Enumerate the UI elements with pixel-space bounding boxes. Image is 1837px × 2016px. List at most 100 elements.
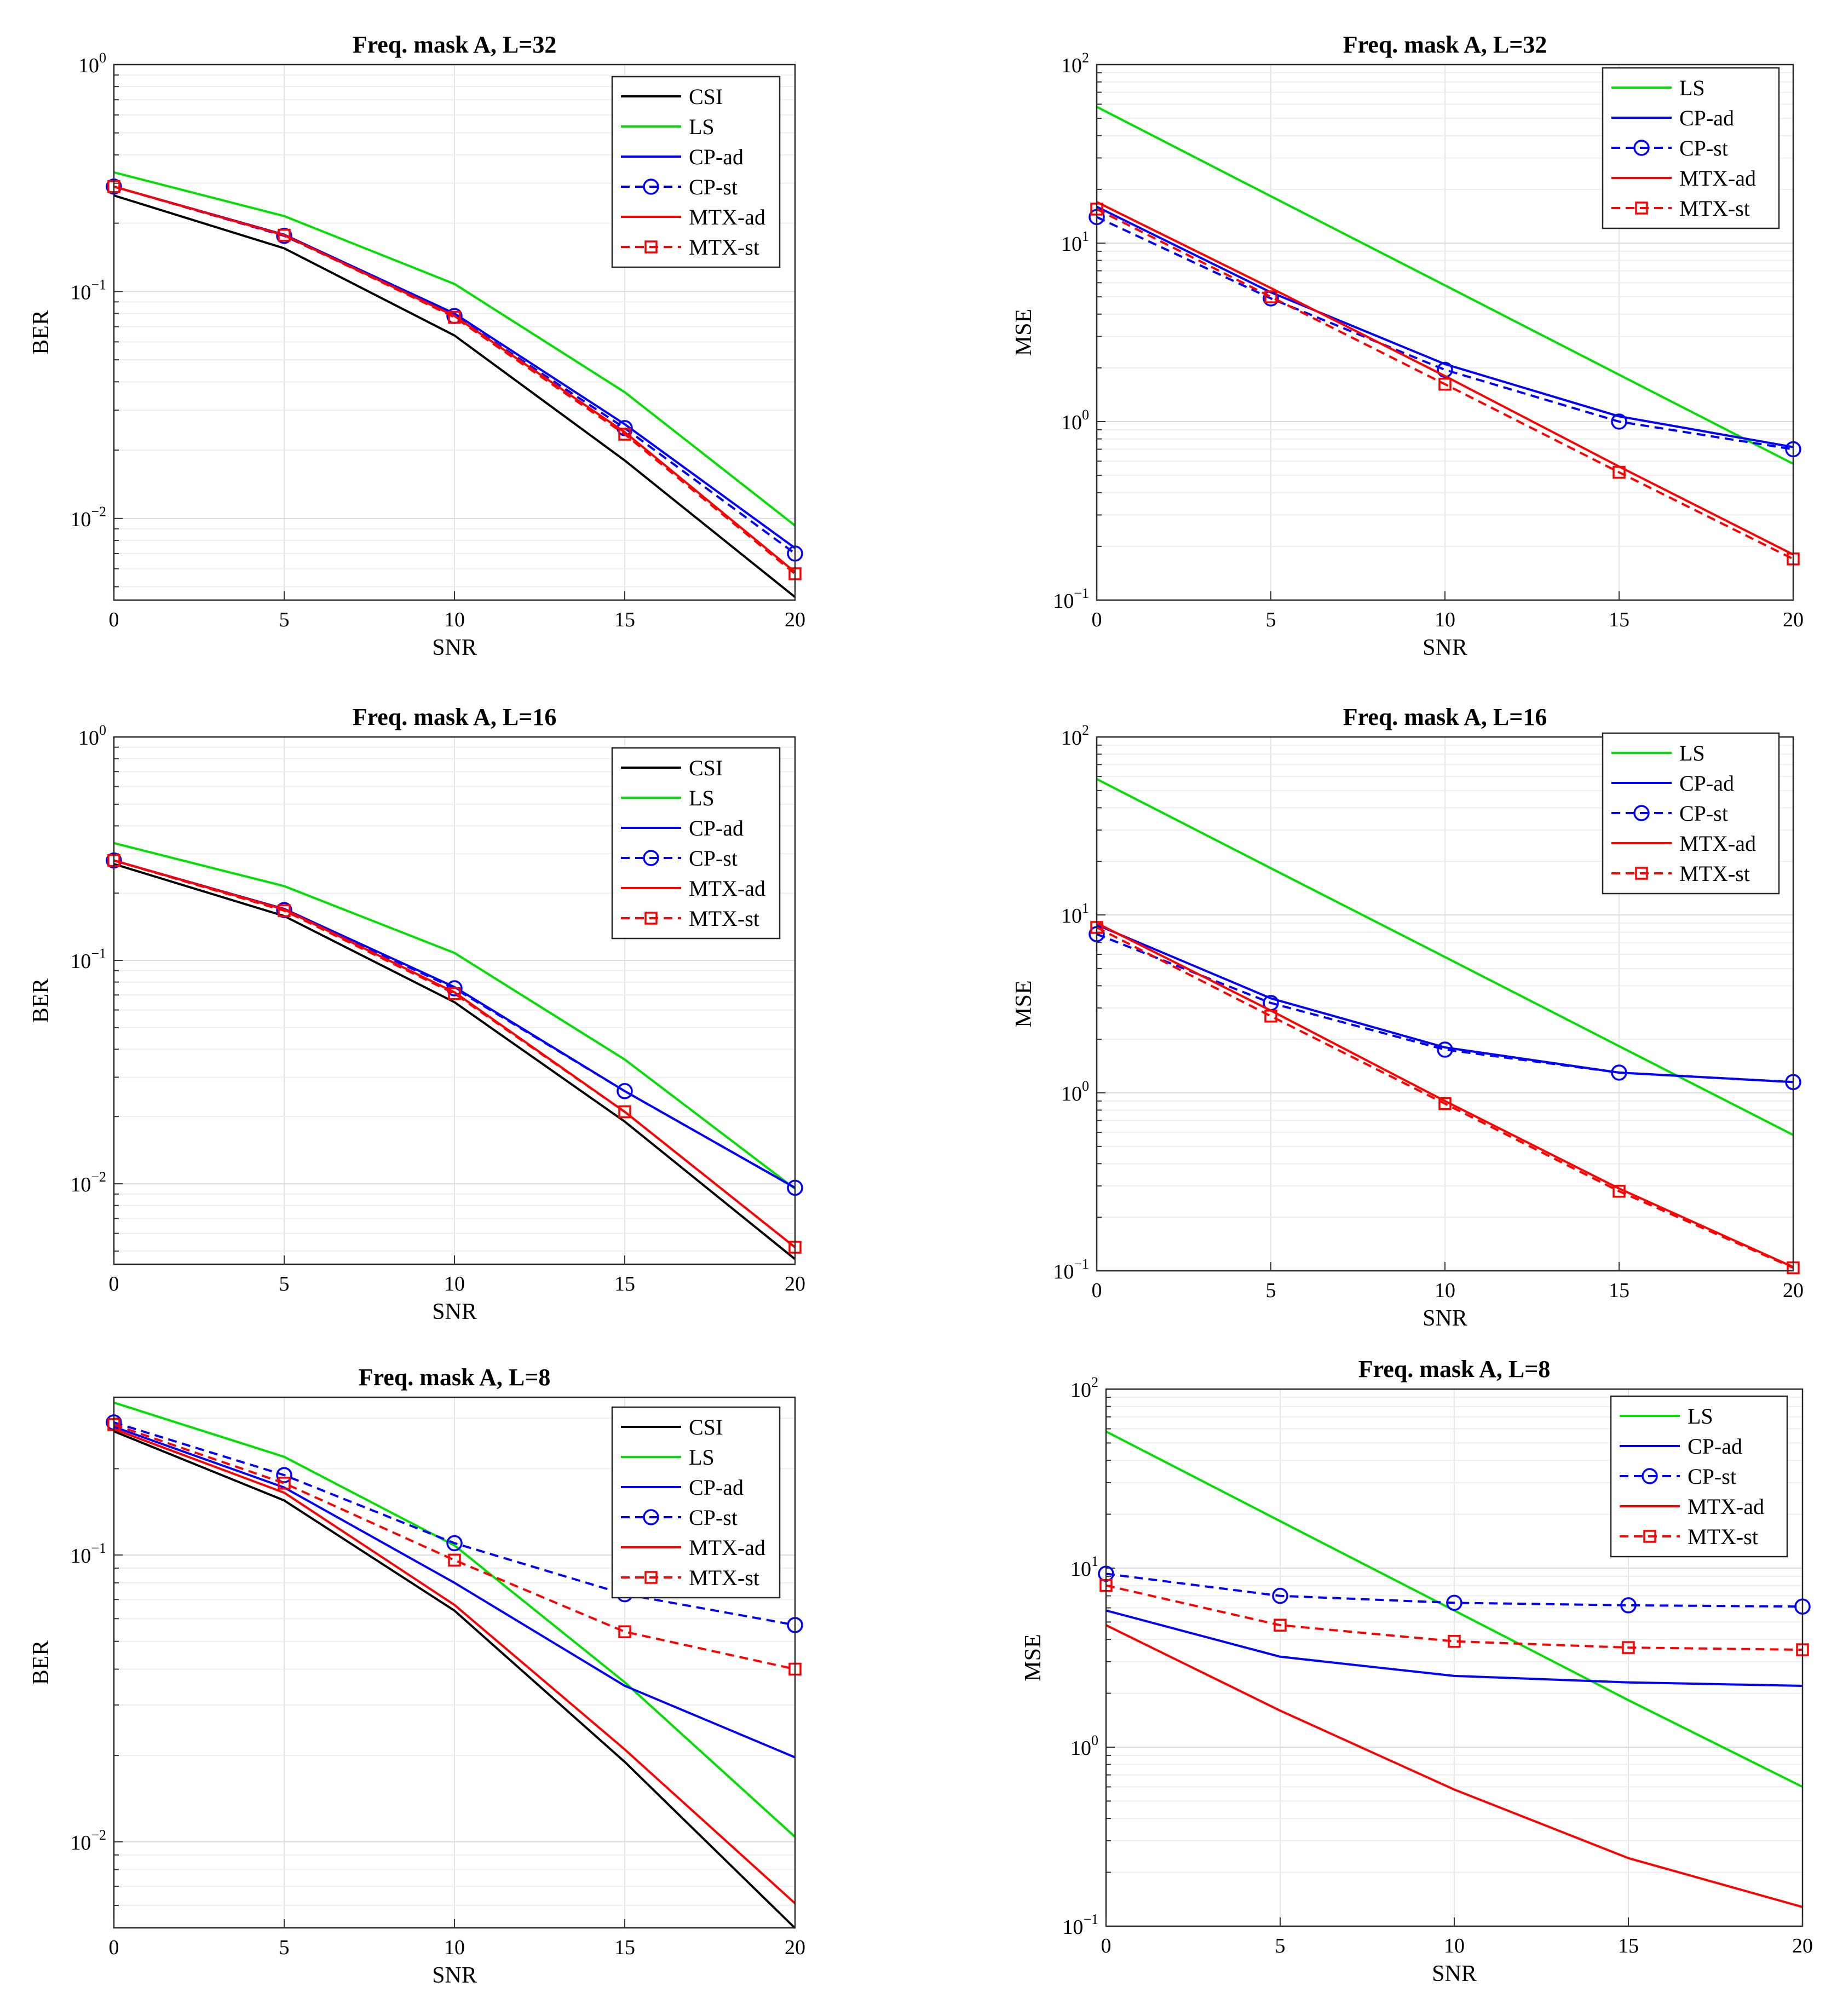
legend-label: MTX-ad: [1679, 831, 1756, 856]
x-tick-label: 20: [785, 1272, 805, 1295]
series-line: [113, 863, 796, 1260]
x-tick-label: 0: [109, 608, 119, 631]
data-point: [276, 902, 292, 918]
legend-marker: [644, 240, 658, 254]
data-point: [618, 1625, 631, 1638]
legend: CSI LS CP-ad CP-st MTX-ad MTX-st: [611, 1406, 781, 1599]
series-line: [1096, 922, 1794, 1268]
legend: CSI LS CP-ad CP-st MTX-ad MTX-st: [611, 747, 781, 940]
series-line: [113, 1423, 796, 1671]
legend-entry: MTX-st: [621, 906, 759, 931]
chart-2: 0 5 10 15 20 102 101 100 10−1 Freq. mask A, L=32 S…: [1011, 31, 1804, 660]
x-tick-label: 10: [444, 1936, 465, 1959]
data-point: [1438, 377, 1452, 391]
series-line: [113, 1430, 796, 1929]
legend-entry: MTX-st: [621, 1565, 759, 1590]
legend-entry: MTX-ad: [1611, 166, 1756, 191]
series-line: [113, 171, 796, 527]
series-line: [113, 1401, 796, 1838]
legend-marker: [1633, 805, 1650, 821]
legend-entry: MTX-st: [1620, 1524, 1758, 1549]
x-tick-label: 0: [109, 1272, 119, 1295]
legend-label: MTX-ad: [689, 205, 765, 229]
legend-label: CP-st: [1679, 136, 1728, 160]
data-point: [448, 310, 461, 324]
y-axis-label: BER: [28, 1640, 54, 1685]
x-tick-label: 20: [1783, 1279, 1804, 1302]
chart-4: 0 5 10 15 20 102 101 100 10−1 Freq. mask A, L=16 S…: [1011, 704, 1804, 1331]
legend-label: CP-ad: [1688, 1434, 1742, 1459]
series-CP-ad: [113, 1426, 796, 1759]
legend-entry: LS: [1620, 1404, 1713, 1429]
y-axis-label: MSE: [1021, 1634, 1046, 1681]
legend-label: MTX-st: [1688, 1524, 1758, 1549]
legend-entry: MTX-ad: [621, 876, 765, 901]
y-tick-label: 10−2: [70, 1169, 106, 1196]
series-MTX-ad: [113, 1428, 796, 1904]
legend-entry: CSI: [621, 1415, 723, 1439]
y-axis-label: MSE: [1011, 309, 1036, 356]
x-tick-label: 10: [444, 1272, 465, 1295]
y-tick-label: 100: [78, 722, 106, 750]
series-CP-ad: [1105, 1609, 1803, 1687]
series-line: [113, 1428, 796, 1904]
legend-entry: CP-st: [1611, 801, 1728, 826]
series-MTX-ad: [1096, 201, 1794, 556]
series-line: [1096, 208, 1794, 560]
series-line: [113, 859, 796, 1248]
data-point: [1272, 1587, 1288, 1604]
legend-entry: CP-st: [621, 846, 738, 871]
y-tick-label: 10−1: [1053, 585, 1089, 613]
x-tick-label: 10: [1444, 1934, 1465, 1957]
series-MTX-st: [1099, 1579, 1809, 1656]
x-tick-label: 15: [1609, 1279, 1629, 1302]
series-line: [1096, 216, 1794, 451]
data-point: [1264, 1010, 1277, 1023]
data-point: [618, 428, 631, 441]
legend-label: MTX-ad: [689, 1535, 765, 1560]
y-tick-label: 102: [1061, 50, 1089, 77]
legend-entry: MTX-st: [1611, 861, 1750, 886]
series-line: [1105, 1624, 1803, 1908]
legend-entry: LS: [621, 1445, 715, 1470]
data-point: [1622, 1641, 1635, 1654]
legend-entry: CP-st: [1620, 1464, 1736, 1489]
x-tick-label: 5: [1275, 1934, 1286, 1957]
series-line: [1096, 106, 1794, 465]
data-point: [1611, 413, 1627, 430]
legend-label: LS: [689, 114, 715, 139]
legend-entry: LS: [1611, 76, 1705, 100]
legend-label: CSI: [689, 1415, 723, 1439]
legend-label: MTX-ad: [1688, 1494, 1764, 1519]
legend-label: CP-st: [1679, 801, 1728, 826]
series-line: [113, 842, 796, 1190]
legend-box: [611, 1406, 781, 1599]
data-point: [1438, 1097, 1452, 1110]
legend: CSI LS CP-ad CP-st MTX-ad MTX-st: [611, 76, 781, 268]
legend-entry: MTX-ad: [621, 1535, 765, 1560]
chart-title: Freq. mask A, L=16: [353, 704, 557, 730]
legend-entry: CSI: [621, 756, 723, 780]
legend-entry: CP-st: [621, 1505, 738, 1530]
y-tick-label: 100: [1061, 1078, 1089, 1105]
legend-label: MTX-ad: [689, 876, 765, 901]
chart-title: Freq. mask A, L=32: [353, 31, 557, 58]
series-LS: [113, 171, 796, 527]
x-tick-label: 0: [109, 1936, 119, 1959]
legend-marker: [1635, 867, 1648, 880]
y-tick-label: 100: [1061, 407, 1089, 434]
x-tick-label: 0: [1092, 608, 1102, 631]
data-point: [278, 1477, 291, 1490]
legend-label: MTX-st: [689, 906, 759, 931]
chart-5: 0 5 10 15 20 10−1 10−2 Freq. mask A, L=8 SNR BER C…: [28, 1364, 805, 1988]
legend: LS CP-ad CP-st MTX-ad MTX-st: [1602, 67, 1780, 229]
x-tick-label: 5: [279, 1272, 290, 1295]
legend-entry: MTX-ad: [1611, 831, 1756, 856]
x-tick-label: 10: [1435, 1279, 1455, 1302]
x-tick-label: 0: [1092, 1279, 1102, 1302]
legend-label: LS: [1688, 1404, 1713, 1429]
series-line: [1096, 933, 1794, 1084]
x-tick-label: 20: [1792, 1934, 1813, 1957]
series-line: [1105, 1573, 1803, 1608]
data-point: [618, 1105, 631, 1119]
